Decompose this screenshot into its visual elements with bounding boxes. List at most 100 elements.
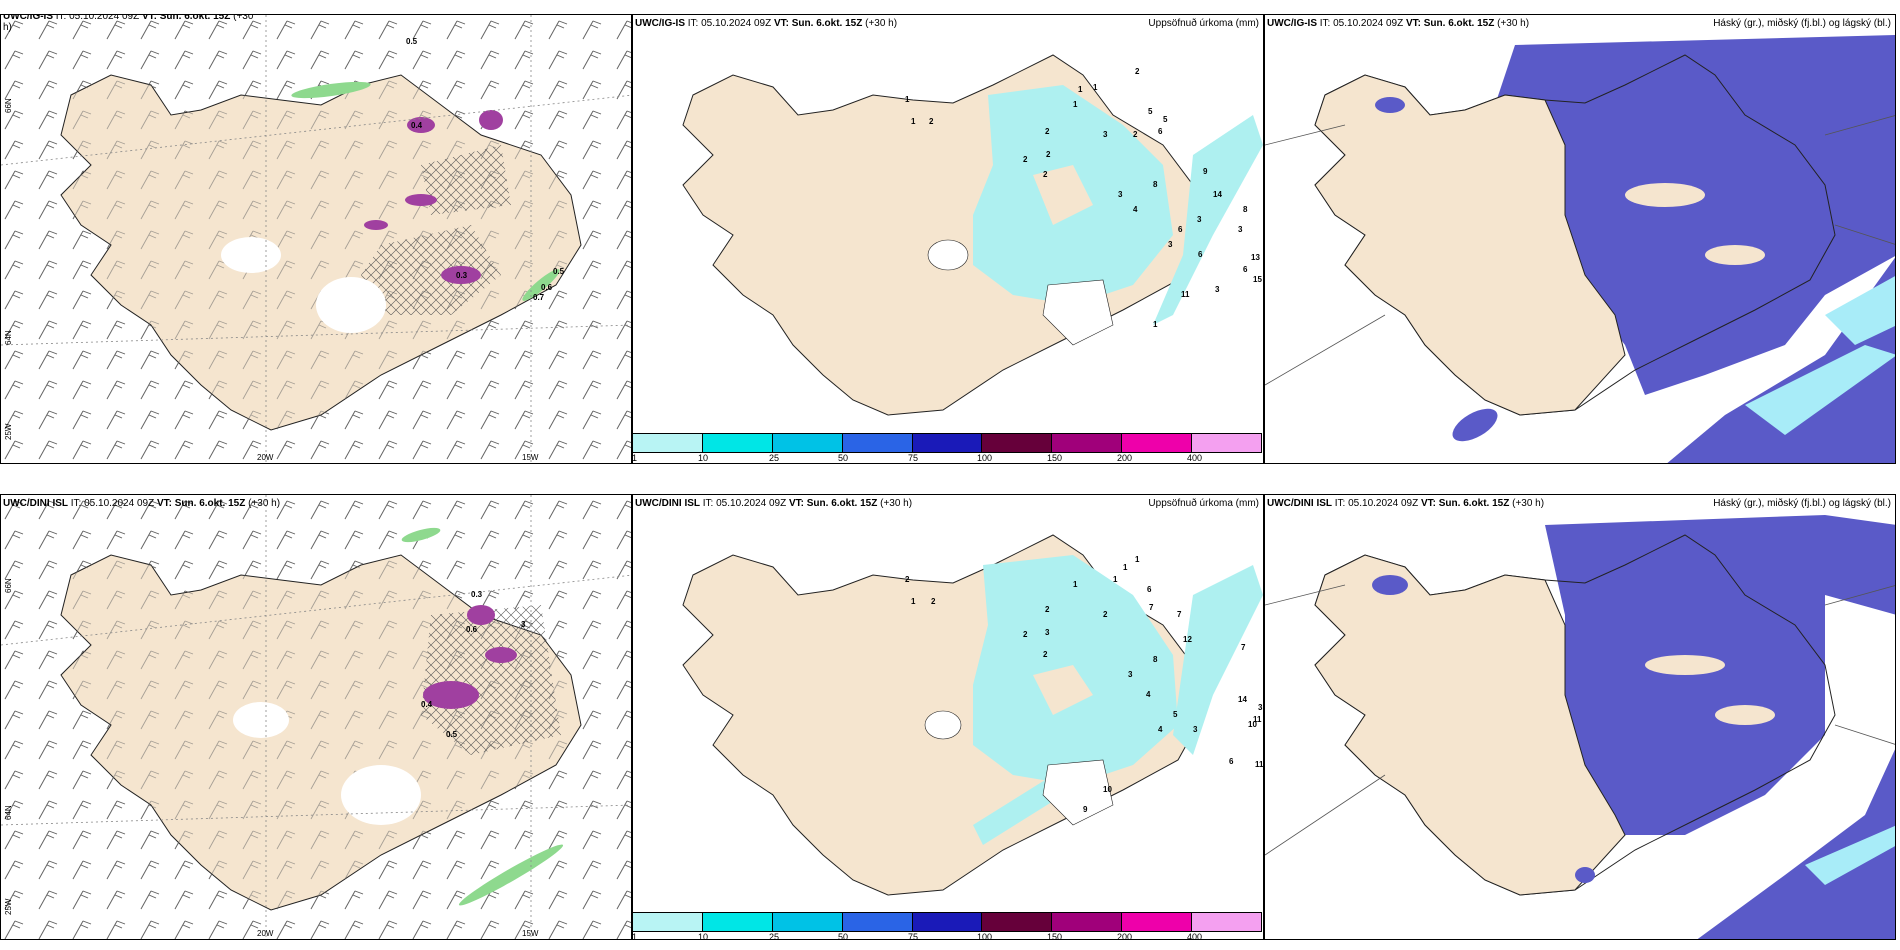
precip-value-label: 2 bbox=[1043, 170, 1048, 179]
wind-label: 0.5 bbox=[553, 267, 565, 276]
legend-swatch bbox=[702, 913, 773, 931]
cloud-map bbox=[1265, 15, 1895, 463]
precip-value-label: 6 bbox=[1147, 585, 1152, 594]
precip-value-label: 1 bbox=[911, 597, 916, 606]
precip-legend-row1: 1 10 25 50 75 100 150 200 400 bbox=[632, 433, 1262, 471]
precip-value-label: 2 bbox=[929, 117, 934, 126]
precip-value-label: 8 bbox=[1153, 655, 1158, 664]
wind-label: 0.6 bbox=[466, 625, 478, 634]
legend-tick: 25 bbox=[769, 453, 780, 463]
legend-swatch bbox=[982, 913, 1053, 931]
precip-value-label: 3 bbox=[1238, 225, 1243, 234]
precip-value-label: 2 bbox=[1133, 130, 1138, 139]
wind-panel-row1: UWC/IG-IS IT: 05.10.2024 09Z VT: Sun. 6.… bbox=[0, 14, 632, 464]
panel-title: UWC/IG-IS IT: 05.10.2024 09Z VT: Sun. 6.… bbox=[3, 14, 254, 33]
precip-value-label: 3 bbox=[1045, 628, 1050, 637]
axis-lon-label: 25W bbox=[4, 898, 13, 915]
panel-subtitle: Uppsöfnuð úrkoma (mm) bbox=[1148, 498, 1259, 509]
precip-value-label: 2 bbox=[1023, 155, 1028, 164]
precip-value-label: 3 bbox=[1168, 240, 1173, 249]
legend-swatch bbox=[702, 434, 773, 452]
precip-value-label: 1 bbox=[1123, 563, 1128, 572]
panel-title: UWC/DINI ISL IT: 05.10.2024 09Z VT: Sun.… bbox=[1267, 498, 1545, 509]
precip-value-label: 11 bbox=[1181, 290, 1190, 299]
precip-value-label: 6 bbox=[1178, 225, 1183, 234]
legend-swatch bbox=[772, 434, 843, 452]
wind-label: 0.3 bbox=[471, 590, 483, 599]
precip-value-label: 4 bbox=[1158, 725, 1163, 734]
panel-subtitle: Háský (gr.), miðský (fj.bl.) og lágský (… bbox=[1713, 498, 1891, 509]
precip-value-label: 2 bbox=[1023, 630, 1028, 639]
panel-title: UWC/IG-IS IT: 05.10.2024 09Z VT: Sun. 6.… bbox=[635, 18, 898, 29]
precip-value-label: 8 bbox=[1153, 180, 1158, 189]
legend-tick: 50 bbox=[838, 453, 849, 463]
wind-label: 3 bbox=[521, 620, 526, 629]
wind-label: 0.7 bbox=[533, 293, 545, 302]
precip-value-label: 1 bbox=[911, 117, 916, 126]
panel-title: UWC/IG-IS IT: 05.10.2024 09Z VT: Sun. 6.… bbox=[1267, 18, 1530, 29]
precip-value-label: 3 bbox=[1128, 670, 1133, 679]
legend-tick: 400 bbox=[1187, 453, 1203, 463]
precip-value-label: 5 bbox=[1163, 115, 1168, 124]
precip-value-label: 6 bbox=[1158, 127, 1163, 136]
legend-tick: 1 bbox=[632, 453, 638, 463]
precip-value-label: 1 bbox=[1073, 580, 1078, 589]
legend-swatch bbox=[842, 434, 913, 452]
axis-lat-label: 64N bbox=[4, 330, 13, 345]
legend-tick: 25 bbox=[769, 932, 780, 942]
precip-value-label: 5 bbox=[1148, 107, 1153, 116]
precip-value-label: 9 bbox=[1203, 167, 1208, 176]
precip-value-label: 7 bbox=[1177, 610, 1182, 619]
precip-value-label: 1 bbox=[1153, 320, 1158, 329]
legend-tick: 10 bbox=[698, 453, 709, 463]
axis-lat-label: 64N bbox=[4, 805, 13, 820]
wind-map bbox=[1, 15, 631, 463]
legend-tick: 75 bbox=[908, 453, 919, 463]
precip-value-label: 2 bbox=[1135, 67, 1140, 76]
precip-value-label: 3 bbox=[1258, 703, 1263, 712]
axis-lat-label: 66N bbox=[4, 578, 13, 593]
precip-value-label: 1 bbox=[1135, 555, 1140, 564]
precip-value-label: 14 bbox=[1213, 190, 1222, 199]
legend-tick: 50 bbox=[838, 932, 849, 942]
precip-value-label: 2 bbox=[1043, 650, 1048, 659]
legend-tick: 1 bbox=[632, 932, 638, 942]
precip-value-label: 2 bbox=[1046, 150, 1051, 159]
precip-value-label: 2 bbox=[905, 575, 910, 584]
precip-value-label: 2 bbox=[1045, 127, 1050, 136]
legend-tick: 200 bbox=[1117, 453, 1133, 463]
precip-panel-row2: UWC/DINI ISL IT: 05.10.2024 09Z VT: Sun.… bbox=[632, 494, 1264, 940]
axis-lon-label: 15W bbox=[522, 453, 539, 462]
precip-map bbox=[682, 534, 1263, 896]
legend-tick: 10 bbox=[698, 932, 709, 942]
legend-swatch bbox=[1052, 434, 1123, 452]
legend-swatch bbox=[772, 913, 843, 931]
precip-value-label: 14 bbox=[1238, 695, 1247, 704]
wind-label: 0.3 bbox=[456, 271, 468, 280]
legend-swatch bbox=[633, 434, 703, 452]
precip-value-label: 10 bbox=[1103, 785, 1112, 794]
precip-value-label: 11 bbox=[1255, 760, 1264, 769]
wind-label: 0.4 bbox=[421, 700, 433, 709]
legend-tick: 150 bbox=[1047, 453, 1063, 463]
precip-value-label: 12 bbox=[1183, 635, 1192, 644]
legend-tick: 100 bbox=[977, 932, 993, 942]
legend-swatch bbox=[1122, 434, 1193, 452]
legend-swatch bbox=[1052, 913, 1123, 931]
precip-value-label: 7 bbox=[1149, 603, 1154, 612]
wind-label: 0.5 bbox=[406, 37, 418, 46]
precip-value-label: 8 bbox=[1243, 205, 1248, 214]
wind-label: 0.4 bbox=[411, 121, 423, 130]
precip-value-label: 6 bbox=[1229, 757, 1234, 766]
wind-label: 0.6 bbox=[541, 283, 553, 292]
precip-value-label: 2 bbox=[1103, 610, 1108, 619]
cloud-panel-row2: UWC/DINI ISL IT: 05.10.2024 09Z VT: Sun.… bbox=[1264, 494, 1896, 940]
precip-value-label: 10 bbox=[1248, 720, 1257, 729]
legend-tick: 100 bbox=[977, 453, 993, 463]
precip-value-label: 4 bbox=[1133, 205, 1138, 214]
panel-subtitle: Háský (gr.), miðský (fj.bl.) og lágský (… bbox=[1713, 18, 1891, 29]
panel-title: UWC/DINI ISL IT: 05.10.2024 09Z VT: Sun.… bbox=[3, 498, 281, 509]
legend-tick: 75 bbox=[908, 932, 919, 942]
precip-value-label: 3 bbox=[1215, 285, 1220, 294]
cloud-panel-row1: UWC/IG-IS IT: 05.10.2024 09Z VT: Sun. 6.… bbox=[1264, 14, 1896, 464]
